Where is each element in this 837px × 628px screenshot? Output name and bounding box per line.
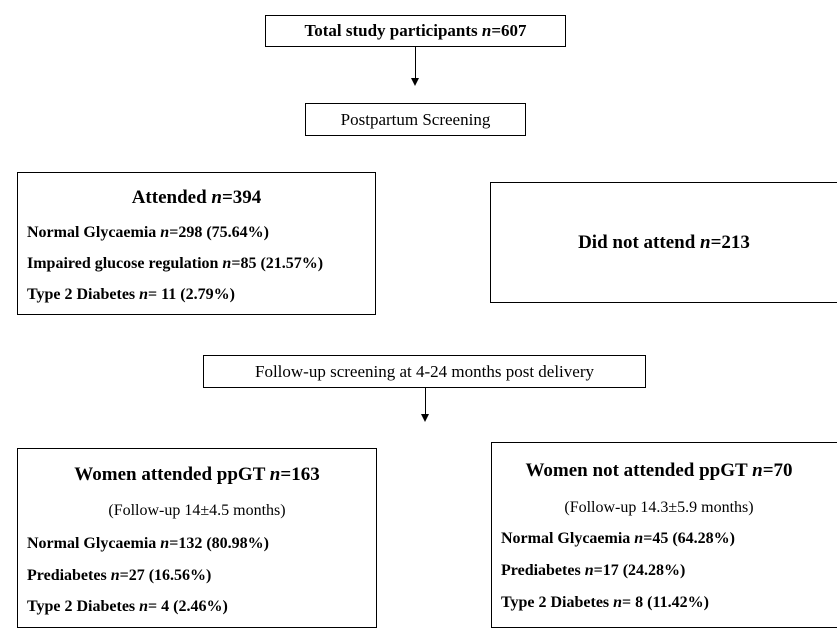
ppgt-attended-subtitle: (Follow-up 14±4.5 months) [108,502,286,519]
ppgt-attended-row-prediabetes: Prediabetes n=27 (16.56%) [27,567,212,584]
ppgt-not-attended-subtitle: (Follow-up 14.3±5.9 months) [564,499,754,516]
attended-box: Attended n=394 Normal Glycaemia n=298 (7… [17,172,376,315]
ppgt-attended-box: Women attended ppGT n=163 (Follow-up 14±… [17,448,377,628]
total-participants-box: Total study participants n=607 [265,15,566,47]
postpartum-screening-text: Postpartum Screening [340,110,491,129]
followup-screening-text: Follow-up screening at 4-24 months post … [254,362,594,381]
attended-title: Attended n=394 [131,187,262,208]
ppgt-not-attended-title: Women not attended ppGT n=70 [525,460,793,481]
arrow-followup-down [425,388,426,416]
attended-row-impaired: Impaired glucose regulation n=85 (21.57%… [27,255,324,272]
ppgt-attended-row-normal: Normal Glycaemia n=132 (80.98%) [27,535,269,552]
followup-screening-box: Follow-up screening at 4-24 months post … [203,355,646,388]
postpartum-screening-box: Postpartum Screening [305,103,526,136]
attended-row-t2d: Type 2 Diabetes n= 11 (2.79%) [27,286,235,303]
ppgt-not-attended-box: Women not attended ppGT n=70 (Follow-up … [491,442,837,628]
arrow-total-to-postpartum [415,47,416,80]
ppgt-not-attended-row-prediabetes: Prediabetes n=17 (24.28%) [501,562,686,579]
ppgt-not-attended-row-t2d: Type 2 Diabetes n= 8 (11.42%) [501,594,709,611]
ppgt-not-attended-row-normal: Normal Glycaemia n=45 (64.28%) [501,530,735,547]
ppgt-attended-row-t2d: Type 2 Diabetes n= 4 (2.46%) [27,598,228,615]
attended-row-normal: Normal Glycaemia n=298 (75.64%) [27,224,269,241]
arrow-followup-down-head [421,414,429,422]
did-not-attend-box: Did not attend n=213 [490,182,837,303]
arrow-total-to-postpartum-head [411,78,419,86]
ppgt-attended-title: Women attended ppGT n=163 [74,464,320,485]
did-not-attend-text: Did not attend n=213 [578,232,750,253]
total-participants-text: Total study participants n=607 [304,21,527,40]
